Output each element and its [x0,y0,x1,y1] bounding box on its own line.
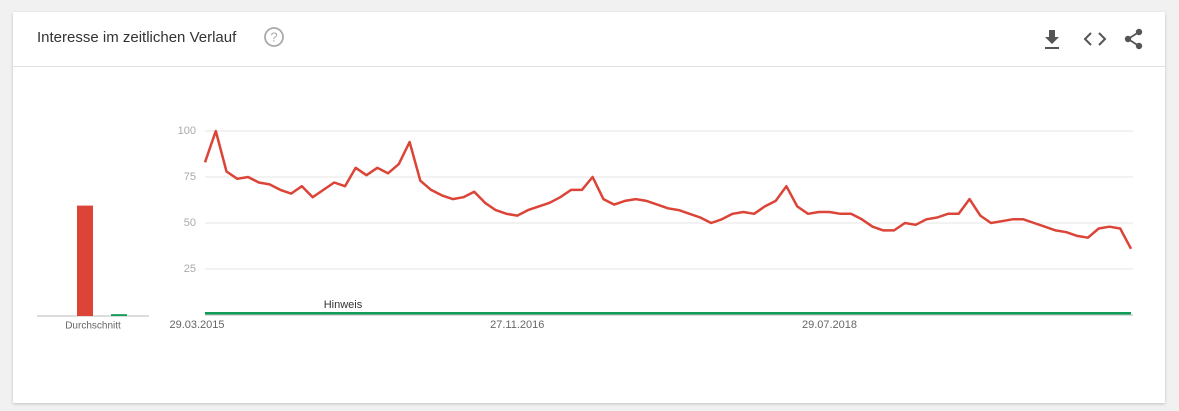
y-tick-label: 75 [184,171,196,183]
x-tick-label: 29.03.2015 [169,319,224,331]
svg-text:?: ? [270,29,277,44]
embed-icon[interactable] [1083,29,1107,49]
x-tick-label: 27.11.2016 [490,319,544,331]
share-icon[interactable] [1123,28,1145,50]
header: Interesse im zeitlichen Verlauf ? [13,12,1165,67]
y-tick-label: 100 [178,125,196,137]
x-tick-label: 29.07.2018 [802,319,857,331]
y-tick-label: 50 [184,217,196,229]
bar [77,205,93,316]
card-title: Interesse im zeitlichen Verlauf [37,29,237,46]
y-tick-label: 25 [184,263,196,275]
download-icon[interactable] [1043,28,1063,50]
card: Interesse im zeitlichen Verlauf ? [13,12,1165,403]
x-tick-label: Durchschnitt [65,321,121,332]
help-icon[interactable]: ? [263,26,285,48]
annotation: Hinweis [324,299,363,311]
series-line [203,129,1133,250]
bar [111,314,127,316]
